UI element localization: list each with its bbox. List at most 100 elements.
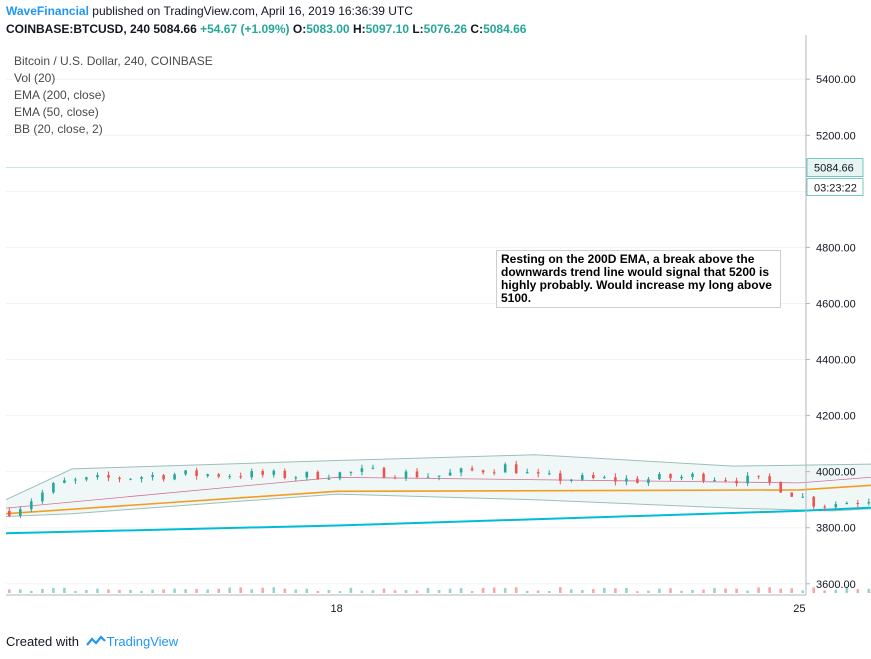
candle-body xyxy=(382,467,386,478)
candle-body xyxy=(338,472,342,479)
y-tick-label: 3800.00 xyxy=(816,523,856,535)
candle-body xyxy=(669,474,672,479)
volume-bar xyxy=(801,590,804,593)
volume-bar xyxy=(239,587,242,593)
candle-body xyxy=(680,476,683,479)
volume-bar xyxy=(669,588,672,593)
open-label: O: xyxy=(292,22,307,36)
volume-bar xyxy=(603,587,606,593)
candle-body xyxy=(834,504,838,508)
author-name[interactable]: WaveFinancial xyxy=(6,4,89,18)
volume-bar xyxy=(724,588,727,593)
volume-bar xyxy=(525,590,529,593)
volume-bar xyxy=(647,590,650,593)
candle-body xyxy=(52,483,55,493)
candle-body xyxy=(459,468,463,473)
candle-body xyxy=(250,471,253,478)
volume-bar xyxy=(63,587,66,593)
low-label: L: xyxy=(412,22,424,36)
candle-body xyxy=(735,480,738,484)
footer: Created with TradingView xyxy=(6,634,178,649)
volume-bar xyxy=(118,589,121,593)
volume-bar xyxy=(867,588,871,593)
candle-body xyxy=(592,475,595,478)
volume-bar xyxy=(592,589,595,593)
candle-body xyxy=(536,472,540,474)
price-change: +54.67 (+1.09%) xyxy=(200,22,290,36)
candle-body xyxy=(349,471,353,473)
indicator-legend: Bitcoin / U.S. Dollar, 240, COINBASE Vol… xyxy=(14,53,213,138)
candle-body xyxy=(625,478,628,482)
volume-bar xyxy=(757,587,760,593)
low-value: 5076.26 xyxy=(423,22,468,36)
candle-body xyxy=(768,476,771,482)
volume-bar xyxy=(250,589,253,593)
volume-bar xyxy=(206,589,209,593)
countdown-badge xyxy=(806,178,864,196)
candle-body xyxy=(272,470,276,475)
last-price-label: 5084.66 xyxy=(814,163,854,175)
x-tick-label: 25 xyxy=(793,603,805,615)
candle-body xyxy=(548,473,551,475)
legend-bb[interactable]: BB (20, close, 2) xyxy=(14,122,103,136)
volume-bar xyxy=(228,587,231,593)
volume-bar xyxy=(856,589,860,593)
candle-body xyxy=(8,510,11,516)
candle-body xyxy=(184,470,187,475)
candle-body xyxy=(559,473,562,481)
candle-body xyxy=(481,470,485,473)
publish-header: WaveFinancial published on TradingView.c… xyxy=(6,4,413,18)
volume-bar xyxy=(570,589,573,593)
candle-body xyxy=(74,479,77,481)
volume-bar xyxy=(382,588,386,593)
candle-body xyxy=(790,492,793,497)
volume-bar xyxy=(437,590,441,593)
legend-ema200[interactable]: EMA (200, close) xyxy=(14,88,106,102)
candle-body xyxy=(305,471,309,478)
close-label: C: xyxy=(470,22,484,36)
volume-bar xyxy=(96,588,99,593)
candle-body xyxy=(514,464,518,474)
volume-bar xyxy=(702,589,705,593)
y-tick-label: 4000.00 xyxy=(816,467,856,479)
bb-basis-line xyxy=(5,476,871,509)
x-tick-label: 18 xyxy=(330,603,342,615)
candle-body xyxy=(636,478,639,483)
close-value: 5084.66 xyxy=(483,22,527,36)
candle-body xyxy=(41,492,44,502)
legend-volume[interactable]: Vol (20) xyxy=(14,71,56,85)
volume-bar xyxy=(514,587,518,593)
legend-title: Bitcoin / U.S. Dollar, 240, COINBASE xyxy=(14,54,213,68)
volume-bar xyxy=(713,588,716,593)
candle-body xyxy=(779,481,782,493)
volume-bar xyxy=(272,587,276,593)
candle-body xyxy=(823,506,826,508)
volume-bar xyxy=(614,588,617,593)
volume-bar xyxy=(581,590,584,593)
candle-body xyxy=(283,470,287,478)
volume-bar xyxy=(548,591,551,593)
volume-bar xyxy=(41,588,44,593)
created-with-label: Created with xyxy=(6,634,79,649)
legend-ema50[interactable]: EMA (50, close) xyxy=(14,105,99,119)
volume-bar xyxy=(636,591,639,593)
candle-body xyxy=(691,473,694,477)
volume-bar xyxy=(691,590,694,593)
y-tick-label: 4600.00 xyxy=(816,298,856,310)
volume-bar xyxy=(503,588,507,593)
candle-body xyxy=(63,480,66,483)
candle-body xyxy=(867,502,871,504)
volume-bar xyxy=(404,590,408,593)
volume-bars xyxy=(8,587,871,593)
volume-bar xyxy=(625,588,628,593)
volume-bar xyxy=(492,587,496,593)
tradingview-logo-icon xyxy=(85,635,106,646)
volume-bar xyxy=(195,589,198,593)
volume-bar xyxy=(823,590,826,593)
tradingview-brand[interactable]: TradingView xyxy=(106,634,179,649)
candlesticks[interactable] xyxy=(8,101,871,519)
volume-bar xyxy=(790,588,793,593)
volume-bar xyxy=(184,589,187,593)
volume-bar xyxy=(162,589,165,593)
